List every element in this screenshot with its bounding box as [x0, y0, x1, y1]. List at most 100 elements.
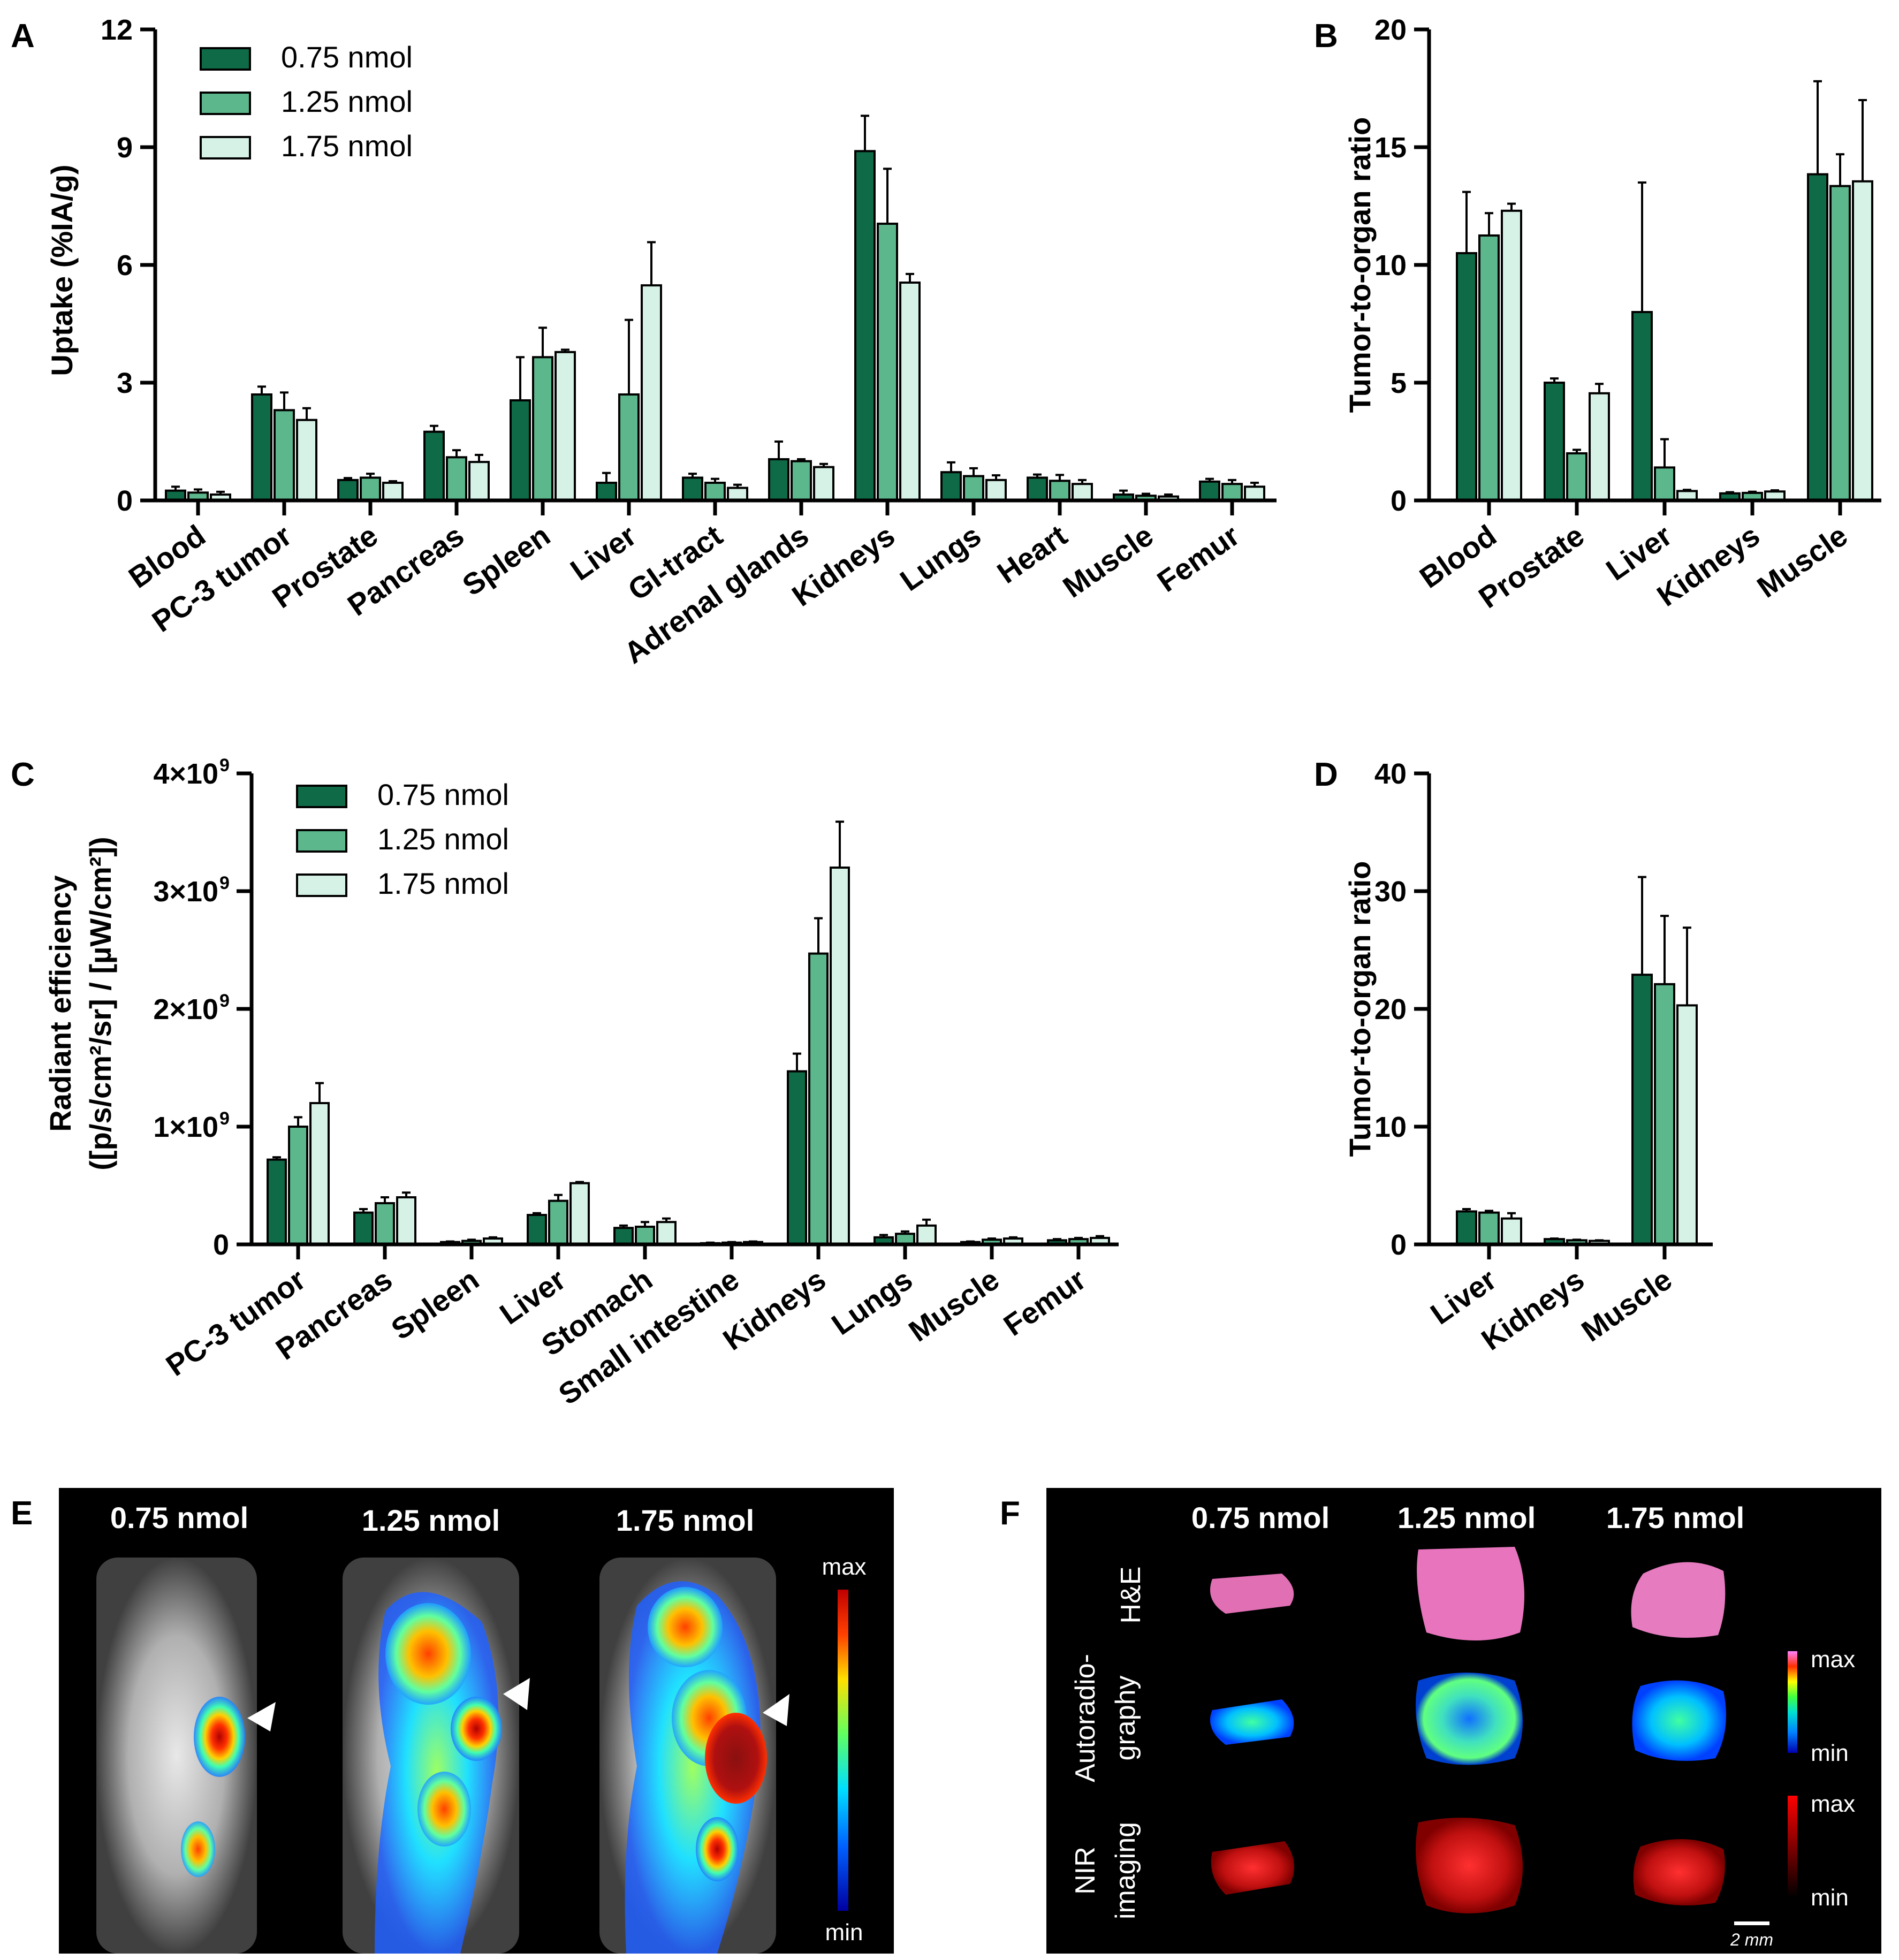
bar-a	[727, 487, 748, 502]
bar-a	[899, 282, 921, 502]
nir-section-2	[1416, 1818, 1523, 1913]
bars-d	[1456, 876, 1698, 1246]
legend-swatch-a	[200, 47, 251, 71]
nir-section-3	[1633, 1839, 1725, 1905]
bar-a	[1221, 483, 1243, 502]
category-label-b: Muscle	[1751, 518, 1854, 604]
bar-d	[1631, 974, 1653, 1245]
bar-c	[613, 1227, 634, 1245]
bar-d	[1501, 1217, 1522, 1246]
row-label-he: H&E	[1115, 1567, 1146, 1624]
bar-c	[916, 1224, 937, 1246]
y-axis-label-b: Tumor-to-organ ratio	[1343, 117, 1377, 413]
bar-c	[288, 1126, 308, 1245]
bars-a	[165, 115, 1265, 502]
category-label-a: Lungs	[894, 518, 987, 597]
mouse-image-2	[343, 1558, 530, 1954]
y-tick-label-b: 5	[1391, 367, 1407, 399]
bar-a	[1072, 483, 1093, 502]
bar-a	[791, 460, 812, 502]
colorbar-nir-min: min	[1811, 1885, 1849, 1911]
y-tick-label-c: 2×10	[153, 993, 218, 1025]
legend-swatch-a	[200, 136, 251, 159]
bar-b	[1829, 185, 1851, 502]
bar-a	[985, 478, 1007, 502]
legend-label-c: 0.75 nmol	[377, 778, 509, 811]
image-f-header-3: 1.75 nmol	[1606, 1501, 1744, 1534]
y-ticks-b: 0 5 10 15 20	[1374, 14, 1429, 517]
nir-section-1	[1211, 1841, 1294, 1895]
bar-a	[337, 478, 359, 502]
category-label-c: Spleen	[385, 1262, 485, 1346]
bar-d	[1478, 1211, 1500, 1246]
scale-bar-label: 2 mm	[1730, 1930, 1773, 1949]
colorbar-autoradiography-min: min	[1811, 1740, 1849, 1766]
y-tick-label-b: 15	[1374, 132, 1407, 164]
bar-a	[1244, 485, 1265, 502]
tumor-signal-3	[705, 1713, 767, 1804]
colorbar-e-min: min	[825, 1919, 863, 1946]
bar-b	[1589, 392, 1610, 502]
arrowhead-marker-1	[247, 1702, 276, 1731]
bar-c	[808, 952, 829, 1245]
row-label-autoradiography-1: Autoradio-	[1070, 1654, 1101, 1782]
y-axis-label-c-units: ([p/s/cm²/sr] / [µW/cm²])	[83, 837, 117, 1170]
image-f-header-1: 0.75 nmol	[1191, 1501, 1330, 1534]
bar-c	[548, 1199, 568, 1246]
panel-letter-c: C	[11, 756, 35, 793]
y-tick-label-d: 20	[1374, 993, 1407, 1025]
category-label-d: Muscle	[1575, 1262, 1678, 1348]
bar-a	[963, 475, 984, 502]
y-tick-label-a: 3	[117, 367, 133, 399]
tumor-signal-1	[194, 1697, 245, 1777]
y-axis-label-c: Radiant efficiency	[43, 875, 77, 1131]
y-tick-label-b: 10	[1374, 249, 1407, 282]
bar-c	[569, 1182, 590, 1246]
autoradiography-section-3	[1632, 1680, 1726, 1761]
colorbar-nir	[1788, 1796, 1797, 1897]
panel-f: F 0.75 nmol 1.25 nmol 1.75 nmol H&E Auto…	[1000, 1488, 1881, 1954]
bar-a	[618, 393, 640, 502]
bar-a	[532, 356, 553, 502]
colorbar-autoradiography	[1788, 1651, 1797, 1753]
bar-d	[1456, 1210, 1477, 1245]
legend-label-a: 1.75 nmol	[281, 129, 413, 163]
bar-a	[704, 482, 726, 502]
y-tick-label-d: 10	[1374, 1111, 1407, 1143]
autoradiography-section-2	[1416, 1673, 1523, 1765]
legend-c: 0.75 nmol 1.25 nmol 1.75 nmol	[296, 778, 509, 900]
mouse-image-3	[599, 1558, 789, 1954]
bar-c	[527, 1214, 547, 1245]
y-tick-label-b: 0	[1391, 485, 1407, 517]
y-tick-label-c: 1×10	[153, 1111, 218, 1143]
bar-a	[596, 482, 617, 502]
panel-letter-b: B	[1314, 18, 1338, 55]
legend-label-c: 1.75 nmol	[377, 867, 509, 900]
bar-c	[787, 1070, 807, 1245]
bar-c	[309, 1102, 330, 1245]
image-e-header-2: 1.25 nmol	[362, 1503, 500, 1537]
bar-a	[813, 466, 834, 502]
y-tick-label-a: 6	[117, 249, 133, 282]
y-tick-label-d: 30	[1374, 876, 1407, 908]
bar-a	[940, 471, 962, 502]
bar-a	[510, 399, 531, 502]
mouse-image-1	[96, 1558, 276, 1954]
bar-a	[768, 458, 789, 502]
he-section-2	[1417, 1547, 1524, 1640]
bar-b	[1544, 382, 1565, 502]
y-tick-exponent-c: 9	[219, 1108, 230, 1129]
y-tick-exponent-c: 9	[219, 873, 230, 893]
image-e-header-1: 0.75 nmol	[110, 1501, 248, 1534]
bar-c	[635, 1226, 655, 1245]
y-axis-label-d: Tumor-to-organ ratio	[1343, 861, 1377, 1157]
bar-a	[274, 409, 295, 502]
legend-swatch-c	[296, 785, 347, 808]
kidney-signal-1	[181, 1821, 215, 1877]
legend-label-c: 1.25 nmol	[377, 822, 509, 856]
